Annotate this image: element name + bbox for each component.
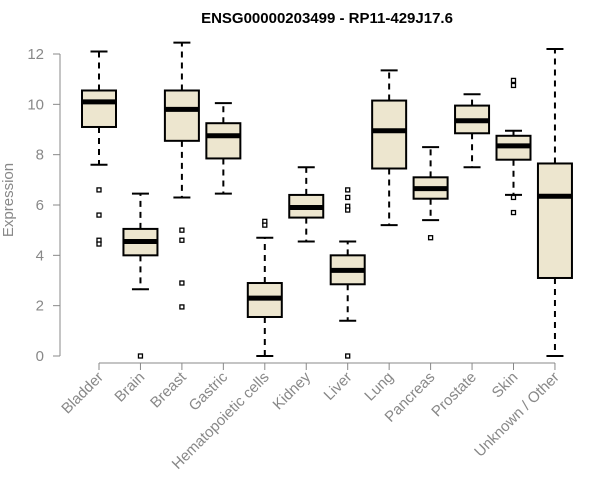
x-tick-label: Lung	[361, 369, 397, 405]
outlier-point	[137, 353, 144, 359]
outlier-point	[345, 187, 351, 193]
outlier-point	[96, 212, 102, 218]
y-axis-label: Expression	[0, 163, 17, 237]
x-tick-label: Breast	[147, 368, 190, 411]
box-lung	[371, 69, 408, 227]
y-tick-label: 2	[36, 298, 44, 315]
y-tick-label: 6	[36, 197, 44, 214]
box-pancreas	[412, 146, 449, 241]
box-kidney	[288, 166, 325, 243]
outlier-point	[510, 82, 517, 89]
y-tick-label: 8	[36, 147, 44, 164]
outlier-point	[179, 280, 185, 286]
outlier-point	[179, 227, 185, 233]
outlier-point	[262, 222, 268, 228]
x-tick-label: Skin	[489, 369, 522, 402]
box-body	[205, 122, 242, 160]
outlier-point	[427, 235, 434, 241]
box-hematopoietic-cells	[246, 218, 283, 357]
x-tick-label: Brain	[111, 369, 148, 406]
box-skin	[495, 77, 532, 216]
chart-title: ENSG00000203499 - RP11-429J17.6	[201, 10, 453, 27]
x-tick-label: Kidney	[270, 368, 315, 413]
outlier-point	[345, 353, 351, 359]
outlier-point	[96, 187, 102, 193]
y-tick-label: 12	[27, 46, 44, 63]
outlier-point	[179, 237, 185, 243]
box-gastric	[205, 102, 242, 195]
x-tick-label: Prostate	[428, 369, 480, 421]
outlier-point	[510, 194, 517, 201]
outlier-point	[345, 194, 351, 201]
outlier-point	[345, 207, 351, 213]
outlier-point	[96, 241, 102, 247]
box-brain	[122, 192, 159, 359]
box-prostate	[454, 93, 491, 169]
x-tick-label: Bladder	[58, 369, 107, 418]
box-breast	[163, 41, 200, 310]
y-tick-label: 10	[27, 96, 44, 113]
outlier-point	[510, 209, 517, 216]
box-bladder	[81, 50, 117, 247]
y-axis: 0 2 4 6 8 10 12	[27, 46, 61, 365]
box-liver	[329, 187, 366, 359]
boxes	[81, 41, 573, 359]
y-tick-label: 4	[36, 247, 44, 264]
box-body	[81, 89, 117, 128]
outlier-point	[179, 304, 185, 310]
x-tick-label: Liver	[321, 369, 356, 404]
box-body	[536, 162, 573, 279]
box-body	[163, 89, 200, 142]
outlier-point	[510, 77, 517, 84]
box-unknown-other	[536, 47, 573, 357]
box-body	[371, 99, 408, 170]
y-tick-label: 0	[36, 348, 44, 365]
